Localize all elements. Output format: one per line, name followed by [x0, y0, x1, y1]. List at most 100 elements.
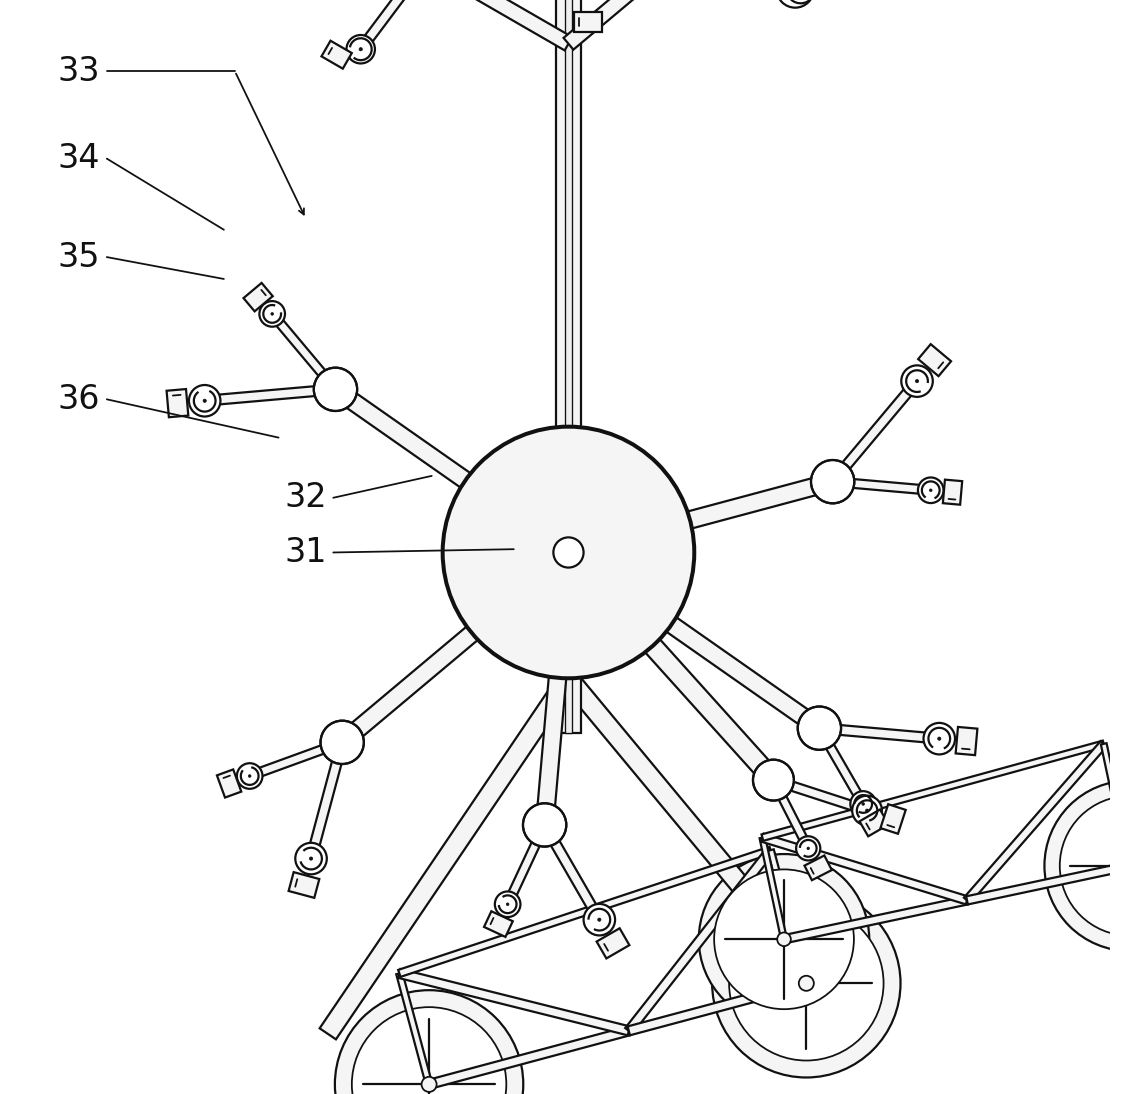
Polygon shape	[761, 741, 1105, 841]
Circle shape	[295, 842, 327, 874]
Circle shape	[314, 368, 357, 411]
Circle shape	[777, 0, 814, 8]
Circle shape	[798, 976, 814, 991]
Circle shape	[249, 775, 251, 778]
Circle shape	[347, 35, 375, 63]
Polygon shape	[540, 823, 604, 922]
Polygon shape	[269, 311, 339, 392]
Polygon shape	[659, 612, 824, 735]
Polygon shape	[357, 0, 430, 53]
Polygon shape	[563, 0, 690, 49]
Polygon shape	[484, 911, 512, 936]
Polygon shape	[768, 849, 810, 985]
Circle shape	[351, 1008, 507, 1094]
Circle shape	[583, 904, 615, 935]
Polygon shape	[784, 896, 968, 943]
Circle shape	[850, 791, 876, 817]
Circle shape	[236, 764, 262, 789]
Circle shape	[777, 932, 790, 946]
Polygon shape	[167, 389, 188, 417]
Text: 32: 32	[284, 481, 327, 514]
Polygon shape	[574, 12, 601, 32]
Polygon shape	[217, 769, 241, 798]
Polygon shape	[536, 667, 568, 826]
Polygon shape	[330, 382, 479, 493]
Polygon shape	[306, 741, 347, 860]
Circle shape	[507, 903, 509, 906]
Circle shape	[359, 47, 363, 51]
Polygon shape	[804, 856, 832, 881]
Polygon shape	[638, 632, 780, 787]
Polygon shape	[678, 474, 834, 531]
Circle shape	[753, 759, 794, 801]
Circle shape	[189, 385, 221, 417]
Circle shape	[443, 427, 695, 678]
Text: 36: 36	[57, 383, 100, 416]
Circle shape	[421, 1076, 437, 1092]
Polygon shape	[503, 823, 548, 906]
Polygon shape	[399, 847, 771, 977]
Polygon shape	[772, 776, 868, 815]
Polygon shape	[760, 837, 787, 940]
Circle shape	[522, 803, 566, 847]
Bar	[556, 0, 581, 733]
Polygon shape	[248, 738, 343, 780]
Circle shape	[310, 857, 313, 860]
Circle shape	[866, 808, 868, 812]
Polygon shape	[918, 345, 951, 376]
Circle shape	[807, 847, 810, 850]
Polygon shape	[422, 0, 572, 50]
Circle shape	[811, 459, 855, 503]
Polygon shape	[815, 726, 867, 806]
Polygon shape	[627, 979, 807, 1035]
Circle shape	[1060, 796, 1126, 935]
Text: 33: 33	[57, 55, 100, 88]
Polygon shape	[396, 973, 432, 1085]
Polygon shape	[288, 872, 320, 898]
Polygon shape	[964, 741, 1107, 904]
Polygon shape	[625, 848, 775, 1034]
Polygon shape	[561, 672, 816, 975]
Text: 34: 34	[57, 142, 100, 175]
Circle shape	[712, 889, 901, 1078]
Circle shape	[923, 723, 955, 755]
Circle shape	[321, 721, 364, 764]
Polygon shape	[243, 283, 272, 312]
Circle shape	[901, 365, 932, 397]
Circle shape	[915, 380, 919, 383]
Circle shape	[938, 737, 941, 741]
Circle shape	[203, 399, 206, 403]
Circle shape	[730, 906, 884, 1060]
Polygon shape	[956, 726, 977, 755]
Polygon shape	[597, 929, 629, 958]
Polygon shape	[204, 384, 336, 406]
Circle shape	[861, 803, 865, 805]
Polygon shape	[322, 40, 351, 69]
Text: 31: 31	[284, 536, 327, 569]
Circle shape	[852, 795, 882, 825]
Circle shape	[929, 489, 932, 491]
Circle shape	[796, 836, 821, 861]
Circle shape	[494, 892, 520, 917]
Polygon shape	[829, 377, 921, 485]
Polygon shape	[966, 862, 1126, 905]
Polygon shape	[819, 723, 940, 744]
Circle shape	[797, 707, 841, 749]
Circle shape	[259, 301, 285, 327]
Circle shape	[918, 477, 944, 503]
Polygon shape	[942, 479, 963, 504]
Circle shape	[699, 854, 869, 1024]
Polygon shape	[1101, 743, 1126, 866]
Polygon shape	[881, 804, 905, 834]
Circle shape	[271, 313, 274, 315]
Circle shape	[714, 870, 854, 1009]
Polygon shape	[770, 778, 812, 850]
Polygon shape	[337, 620, 485, 749]
Polygon shape	[399, 969, 629, 1035]
Circle shape	[1123, 859, 1126, 873]
Polygon shape	[320, 673, 577, 1039]
Circle shape	[1045, 781, 1126, 951]
Polygon shape	[832, 477, 931, 494]
Bar	[565, 0, 572, 733]
Polygon shape	[428, 1026, 629, 1089]
